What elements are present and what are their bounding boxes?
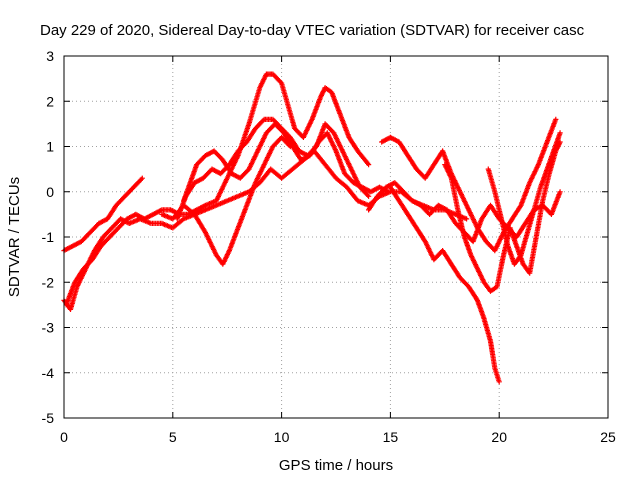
y-tick-label: 2: [46, 93, 54, 109]
y-tick-label: 0: [46, 184, 54, 200]
data-point-marker: [260, 117, 266, 124]
x-axis-title: GPS time / hours: [279, 457, 393, 474]
data-point-marker: [553, 116, 559, 122]
axis-ticks: [63, 55, 609, 419]
y-axis-title: SDTVAR / TECUs: [6, 177, 23, 297]
y-tick-label: 3: [46, 48, 54, 64]
data-point-marker: [366, 162, 372, 168]
data-point-marker: [366, 193, 372, 199]
series-track-9: [387, 184, 502, 385]
y-tick-label: -3: [42, 320, 55, 336]
y-tick-label: -4: [42, 365, 55, 381]
y-tick-labels: -5 -4 -3 -2 -1 0 1 2 3: [42, 48, 55, 426]
y-tick-label: 1: [46, 139, 54, 155]
y-tick-label: -1: [42, 229, 55, 245]
x-tick-label: 20: [491, 429, 507, 445]
x-tick-label: 5: [169, 429, 177, 445]
series-track-11: [485, 130, 563, 267]
y-tick-label: -2: [42, 274, 55, 290]
x-tick-label: 10: [274, 429, 290, 445]
series-track-10: [442, 139, 563, 294]
series-track-3: [63, 71, 372, 308]
series-track-1: [61, 175, 145, 254]
data-point-marker: [138, 176, 144, 182]
x-tick-label: 15: [383, 429, 399, 445]
data-point-marker: [464, 216, 470, 222]
data-point-marker: [139, 175, 145, 181]
x-tick-label: 25: [600, 429, 616, 445]
x-tick-labels: 0 5 10 15 20 25: [60, 429, 616, 445]
series-track-5: [174, 116, 372, 222]
data-point-marker: [277, 79, 284, 85]
chart-title: Day 229 of 2020, Sidereal Day-to-day VTE…: [40, 22, 585, 39]
data-point-marker: [496, 379, 502, 385]
data-point-marker: [557, 189, 563, 195]
data-point-marker: [557, 130, 563, 136]
series-track-8: [379, 116, 559, 254]
x-tick-label: 0: [60, 429, 68, 445]
y-tick-label: -5: [42, 410, 55, 426]
data-points: [61, 71, 563, 385]
series-track-6: [159, 148, 470, 222]
